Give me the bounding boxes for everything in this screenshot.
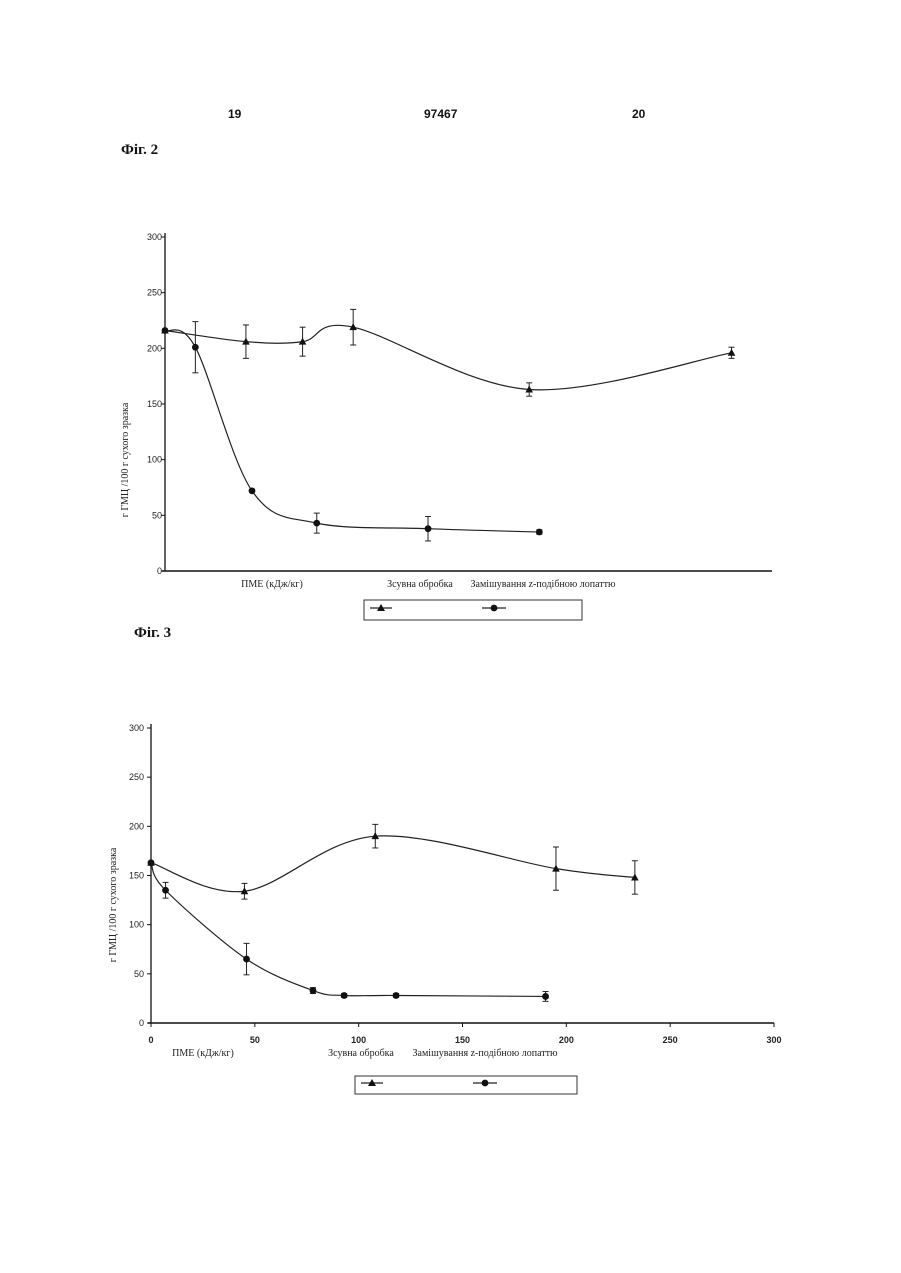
figure-3-x-tick-label: 50 bbox=[250, 1035, 260, 1045]
figure-3-y-tick-label: 50 bbox=[134, 969, 144, 979]
figure-3-y-tick-label: 200 bbox=[129, 821, 144, 831]
figure-3-y-tick-label: 250 bbox=[129, 772, 144, 782]
figure-3-legend-label-kneading: Замішування z-подібною лопаттю bbox=[413, 1048, 558, 1059]
figure-3-y-axis-label: г ГМЦ /100 г сухого зразка bbox=[108, 847, 119, 962]
figure-3-legend-label-shear: Зсувна обробка bbox=[328, 1048, 394, 1059]
figure-3-x-tick-label: 200 bbox=[559, 1035, 574, 1045]
figure-3-data-point-kneading bbox=[310, 987, 317, 994]
figure-3-legend-box bbox=[355, 1076, 577, 1094]
figure-3-data-point-kneading bbox=[243, 956, 250, 963]
figure-3-x-tick-label: 0 bbox=[148, 1035, 153, 1045]
figure-3-data-point-kneading bbox=[162, 887, 169, 894]
figure-3-x-tick-label: 250 bbox=[663, 1035, 678, 1045]
figure-3-x-tick-label: 300 bbox=[766, 1035, 781, 1045]
figure-3-x-axis-label: ПМЕ (кДж/кг) bbox=[172, 1048, 234, 1059]
figure-3-legend-marker-kneading bbox=[482, 1080, 489, 1087]
figure-3-series-line-shear bbox=[151, 836, 635, 892]
figure-3-data-point-kneading bbox=[148, 859, 155, 866]
figure-3-y-tick-label: 300 bbox=[129, 723, 144, 733]
figure-3-y-tick-label: 0 bbox=[139, 1018, 144, 1028]
figure-3-x-tick-label: 100 bbox=[351, 1035, 366, 1045]
figure-3-data-point-kneading bbox=[341, 992, 348, 999]
figure-3-y-tick-label: 150 bbox=[129, 871, 144, 881]
figure-3-x-tick-label: 150 bbox=[455, 1035, 470, 1045]
figure-3-y-tick-label: 100 bbox=[129, 920, 144, 930]
figure-3-series-line-kneading bbox=[151, 863, 546, 997]
figure-3-data-point-kneading bbox=[542, 993, 549, 1000]
figure-3-data-point-kneading bbox=[393, 992, 400, 999]
figure-3-chart: г ГМЦ /100 г сухого зразка ПМЕ (кДж/кг) … bbox=[0, 0, 901, 1273]
